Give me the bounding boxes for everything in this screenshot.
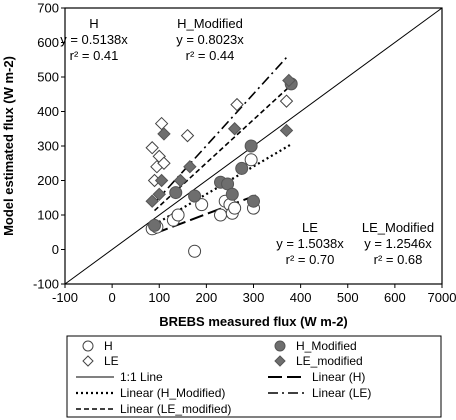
point-h-modified — [235, 161, 249, 175]
legend-1-1-line-label: 1:1 Line — [120, 370, 163, 384]
legend-le-marker — [82, 355, 94, 367]
x-tick-label: 300 — [243, 290, 265, 305]
y-axis-title: Model estimated flux (W m-2) — [1, 56, 16, 236]
data-points — [145, 73, 298, 258]
x-tick-label: 500 — [337, 290, 359, 305]
y-tick-label: 100 — [37, 208, 59, 223]
x-tick-label: 7000 — [428, 290, 456, 305]
x-tick-label: -100 — [52, 290, 78, 305]
point-h — [171, 208, 185, 222]
legend-le-modified-label: LE_modified — [296, 354, 363, 368]
annotation-le-modified: LE_Modified — [362, 220, 434, 235]
x-tick-label: 0 — [109, 290, 116, 305]
point-h-modified — [247, 194, 260, 208]
point-le-modified — [282, 73, 296, 88]
legend-le-modified-marker — [274, 355, 286, 367]
point-le-modified — [227, 122, 242, 136]
legend-le-label: LE — [104, 354, 119, 368]
point-le — [157, 156, 171, 170]
y-tick-label: -100 — [33, 277, 59, 292]
legend-linear-le-label: Linear (LE) — [312, 386, 371, 400]
point-h-modified — [188, 189, 202, 203]
point-h — [195, 198, 209, 212]
legend-h-modified-marker — [274, 340, 286, 352]
annotation-h-modified: H_Modified — [177, 16, 243, 31]
point-h-modified — [244, 139, 258, 153]
legend-h-label: H — [104, 339, 113, 353]
legend: H H_Modified LE LE_modified 1:1 Line Linear (… — [66, 335, 442, 418]
annotation-h: y = 0.5138x — [60, 32, 128, 47]
annotation-le-modified: r² = 0.68 — [374, 252, 423, 267]
point-h — [214, 208, 228, 222]
y-tick-label: 200 — [37, 173, 59, 188]
point-le-modified — [154, 173, 169, 188]
legend-linear-h-label: Linear (H) — [312, 370, 365, 384]
annotation-le: r² = 0.70 — [286, 252, 335, 267]
x-tick-label: 200 — [196, 290, 218, 305]
y-tick-label: 700 — [37, 1, 59, 16]
point-le-modified — [173, 173, 188, 188]
point-h-modified — [225, 187, 239, 201]
annotation-le-modified: y = 1.2546x — [364, 236, 432, 251]
point-le — [279, 94, 294, 108]
y-tick-label: 500 — [37, 70, 59, 85]
point-le — [180, 128, 195, 143]
point-le-modified — [157, 127, 171, 141]
annotation-h: H — [89, 16, 98, 31]
x-axis-title: BREBS measured flux (W m-2) — [159, 314, 348, 329]
annotation-h-modified: y = 0.8023x — [176, 32, 244, 47]
point-le — [230, 97, 244, 112]
y-tick-label: 0 — [52, 242, 59, 257]
legend-h-marker — [82, 340, 94, 352]
point-le-modified — [279, 123, 294, 138]
legend-h-modified-label: H_Modified — [296, 339, 357, 353]
annotation-h: r² = 0.41 — [70, 48, 119, 63]
annotation-le: y = 1.5038x — [276, 236, 344, 251]
x-tick-label: 400 — [290, 290, 312, 305]
y-tick-label: 400 — [37, 104, 59, 119]
point-le-modified — [183, 159, 197, 174]
point-h — [244, 153, 258, 167]
y-tick-label: 300 — [37, 139, 59, 154]
line-linear-le — [153, 54, 290, 204]
tick-labels: -100 0 100 200 300 400 500 600 7000 700 600 500 400 3… — [33, 1, 456, 306]
x-tick-label: 100 — [148, 290, 170, 305]
point-le-modified — [152, 187, 166, 202]
y-tick-label: 600 — [37, 35, 59, 50]
point-h-modified — [169, 186, 183, 200]
point-le-modified — [145, 194, 159, 208]
line-linear-le-modified — [153, 84, 292, 212]
annotation-h-modified: r² = 0.44 — [186, 48, 235, 63]
legend-linear-le-modified-label: Linear (LE_modified) — [120, 402, 231, 416]
point-le — [145, 141, 159, 155]
point-h-modified — [148, 218, 162, 232]
legend-linear-h-modified-label: Linear (H_Modified) — [120, 386, 225, 400]
annotation-le: LE — [302, 220, 318, 235]
point-le — [154, 116, 169, 131]
point-h — [188, 244, 202, 258]
point-h — [228, 201, 242, 215]
legend-box — [66, 335, 442, 418]
x-tick-label: 600 — [384, 290, 406, 305]
